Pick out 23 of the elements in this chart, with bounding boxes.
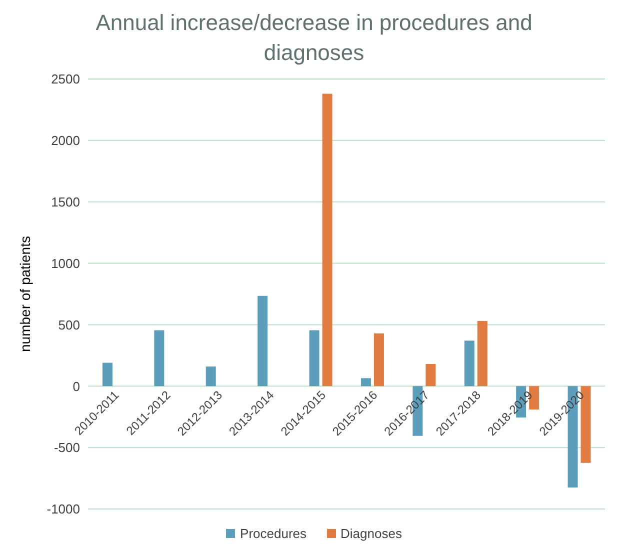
chart-title: Annual increase/decrease in procedures and diagnoses — [94, 9, 534, 67]
bar — [102, 362, 112, 386]
y-tick-label: -500 — [54, 440, 80, 456]
y-tick-label: 2000 — [51, 133, 80, 148]
y-tick-label: 1000 — [51, 256, 80, 271]
bar — [154, 330, 164, 386]
bar — [309, 330, 320, 386]
y-axis-title: number of patients — [16, 236, 33, 352]
bar — [374, 333, 384, 386]
bar — [426, 364, 436, 386]
y-tick-label: 1500 — [51, 194, 80, 210]
y-tick-label: -1000 — [46, 502, 80, 517]
bar — [477, 321, 488, 386]
bar — [258, 296, 268, 386]
bar — [360, 378, 371, 386]
legend-label: Procedures — [239, 526, 307, 541]
y-tick-label: 500 — [58, 317, 80, 332]
y-tick-label: 2500 — [51, 72, 80, 87]
bar — [464, 340, 474, 386]
legend-label: Diagnoses — [340, 526, 402, 541]
y-tick-label: 0 — [72, 378, 80, 394]
bar — [206, 366, 216, 386]
bar — [322, 94, 332, 386]
